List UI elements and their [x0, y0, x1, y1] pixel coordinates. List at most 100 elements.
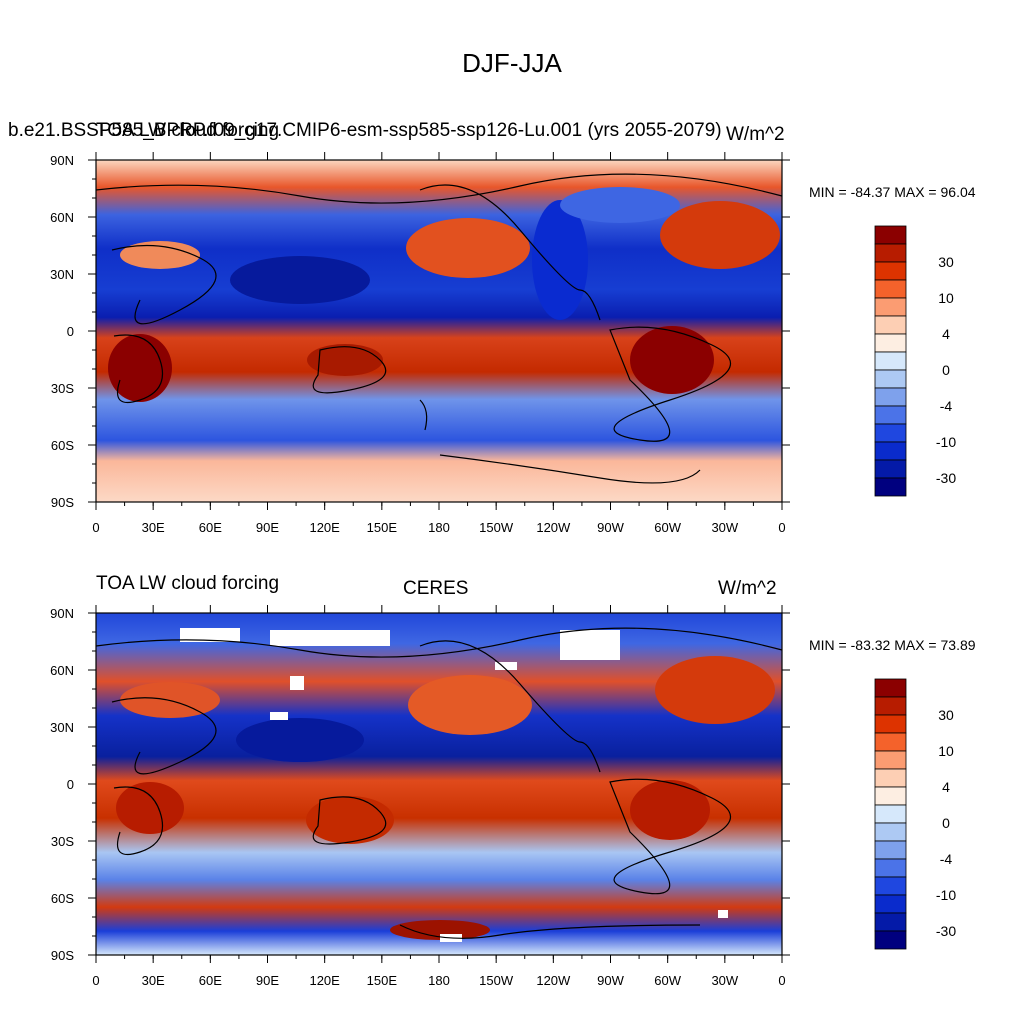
- colorbar-swatch: [874, 786, 907, 806]
- panel2-min-max: MIN = -83.32 MAX = 73.89: [809, 637, 976, 653]
- colorbar-label: 4: [942, 326, 950, 342]
- x-tick-label: 120W: [536, 520, 571, 535]
- panel2-map: [95, 612, 783, 956]
- panel2-axes: 0 30E 60E 90E 120E 150E 180 150W 120W 90W 60W 30W 0 9…: [50, 605, 790, 988]
- x-tick-label: 120W: [536, 973, 571, 988]
- y-tick-label: 0: [67, 777, 74, 792]
- panel1-axes: 0 30E 60E 90E 120E 150E 180 150W 120W 90W 60W 30W 0 9…: [50, 152, 790, 535]
- colorbar-swatch: [874, 297, 907, 317]
- colorbar-swatch: [874, 696, 907, 716]
- y-tick-label: 60S: [51, 891, 74, 906]
- y-tick-label: 90S: [51, 948, 74, 963]
- colorbar-swatch: [874, 930, 907, 950]
- y-tick-label: 0: [67, 324, 74, 339]
- colorbar-label: 4: [942, 779, 950, 795]
- panel1-overlap-title: TOA LW cloud forcing: [96, 120, 280, 141]
- colorbar-label: 0: [942, 362, 950, 378]
- y-tick-label: 30S: [51, 834, 74, 849]
- panel2-center-title: CERES: [403, 578, 469, 599]
- x-tick-label: 30E: [142, 973, 165, 988]
- x-tick-label: 60E: [199, 973, 222, 988]
- colorbar-swatch: [874, 768, 907, 788]
- colorbar-label: 30: [938, 254, 954, 270]
- x-tick-label: 60W: [654, 520, 681, 535]
- colorbar-swatch: [874, 894, 907, 914]
- colorbar-swatch: [874, 369, 907, 389]
- x-tick-label: 180: [428, 973, 450, 988]
- x-tick-label: 60E: [199, 520, 222, 535]
- y-tick-label: 60N: [50, 663, 74, 678]
- x-tick-label: 90E: [256, 973, 279, 988]
- y-tick-label: 30S: [51, 381, 74, 396]
- y-tick-label: 30N: [50, 720, 74, 735]
- panel1-colorbar: 30 10 4 0 -4 -10 -30: [874, 225, 956, 497]
- colorbar-swatch: [874, 387, 907, 407]
- colorbar-swatch: [874, 423, 907, 443]
- colorbar-label: -10: [936, 434, 956, 450]
- colorbar-label: 10: [938, 743, 954, 759]
- panel2-left-title: TOA LW cloud forcing: [96, 573, 280, 594]
- colorbar-swatch: [874, 261, 907, 281]
- main-title: DJF-JJA: [462, 48, 562, 78]
- colorbar-label: -30: [936, 923, 956, 939]
- y-tick-label: 90N: [50, 606, 74, 621]
- colorbar-label: -10: [936, 887, 956, 903]
- x-tick-label: 0: [92, 973, 99, 988]
- x-tick-label: 60W: [654, 973, 681, 988]
- x-tick-label: 120E: [309, 520, 340, 535]
- colorbar-swatch: [874, 279, 907, 299]
- colorbar-swatch: [874, 732, 907, 752]
- panel1-min-max: MIN = -84.37 MAX = 96.04: [809, 184, 976, 200]
- x-tick-label: 30E: [142, 520, 165, 535]
- x-tick-label: 0: [92, 520, 99, 535]
- y-tick-label: 60S: [51, 438, 74, 453]
- colorbar-label: 30: [938, 707, 954, 723]
- colorbar-swatch: [874, 876, 907, 896]
- colorbar-swatch: [874, 750, 907, 770]
- colorbar-swatch: [874, 315, 907, 335]
- x-tick-label: 150W: [479, 520, 514, 535]
- y-tick-label: 90N: [50, 153, 74, 168]
- y-tick-label: 60N: [50, 210, 74, 225]
- panel1-units: W/m^2: [726, 124, 785, 145]
- x-tick-label: 150W: [479, 973, 514, 988]
- colorbar-swatch: [874, 351, 907, 371]
- x-tick-label: 120E: [309, 973, 340, 988]
- x-tick-label: 30W: [711, 973, 738, 988]
- colorbar-swatch: [874, 477, 907, 497]
- colorbar-label: -30: [936, 470, 956, 486]
- x-tick-label: 90W: [597, 520, 624, 535]
- x-tick-label: 180: [428, 520, 450, 535]
- colorbar-swatch: [874, 858, 907, 878]
- colorbar-swatch: [874, 822, 907, 842]
- x-tick-label: 150E: [367, 520, 398, 535]
- colorbar-swatch: [874, 225, 907, 245]
- colorbar-swatch: [874, 459, 907, 479]
- colorbar-label: 10: [938, 290, 954, 306]
- colorbar-swatch: [874, 333, 907, 353]
- colorbar-label: 0: [942, 815, 950, 831]
- x-tick-label: 0: [778, 973, 785, 988]
- colorbar-swatch: [874, 441, 907, 461]
- colorbar-swatch: [874, 912, 907, 932]
- x-tick-label: 0: [778, 520, 785, 535]
- colorbar-swatch: [874, 678, 907, 698]
- colorbar-swatch: [874, 804, 907, 824]
- panel2-units: W/m^2: [718, 578, 777, 599]
- y-tick-label: 30N: [50, 267, 74, 282]
- colorbar-swatch: [874, 243, 907, 263]
- colorbar-label: -4: [940, 851, 953, 867]
- x-tick-label: 90E: [256, 520, 279, 535]
- panel1-map: [95, 159, 783, 503]
- colorbar-label: -4: [940, 398, 953, 414]
- x-tick-label: 150E: [367, 973, 398, 988]
- colorbar-swatch: [874, 405, 907, 425]
- panel1-left-title: b.e21.BSSP585_BPRP.f09_g17.CMIP6-esm-ssp…: [8, 120, 722, 141]
- colorbar-swatch: [874, 840, 907, 860]
- y-tick-label: 90S: [51, 495, 74, 510]
- colorbar-swatch: [874, 714, 907, 734]
- x-tick-label: 30W: [711, 520, 738, 535]
- panel2-colorbar: 30 10 4 0 -4 -10 -30: [874, 678, 956, 950]
- x-tick-label: 90W: [597, 973, 624, 988]
